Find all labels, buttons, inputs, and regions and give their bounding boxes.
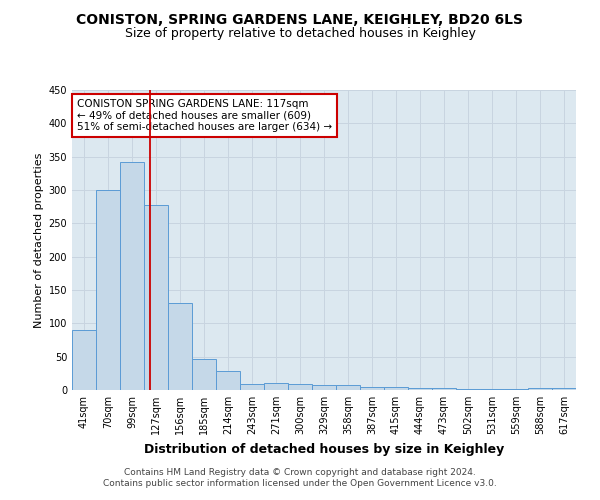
Y-axis label: Number of detached properties: Number of detached properties xyxy=(34,152,44,328)
Bar xyxy=(192,360,216,390)
Bar xyxy=(120,162,144,390)
Bar xyxy=(264,382,288,390)
Text: Size of property relative to detached houses in Keighley: Size of property relative to detached ho… xyxy=(125,28,475,40)
Bar xyxy=(456,388,480,390)
Text: Contains HM Land Registry data © Crown copyright and database right 2024.
Contai: Contains HM Land Registry data © Crown c… xyxy=(103,468,497,487)
Bar xyxy=(432,388,456,390)
Bar xyxy=(96,190,120,390)
Text: CONISTON SPRING GARDENS LANE: 117sqm
← 49% of detached houses are smaller (609)
: CONISTON SPRING GARDENS LANE: 117sqm ← 4… xyxy=(77,99,332,132)
Bar xyxy=(336,384,360,390)
Bar xyxy=(552,388,576,390)
Bar xyxy=(72,330,96,390)
Bar xyxy=(480,388,504,390)
Bar xyxy=(288,384,312,390)
Text: CONISTON, SPRING GARDENS LANE, KEIGHLEY, BD20 6LS: CONISTON, SPRING GARDENS LANE, KEIGHLEY,… xyxy=(77,12,523,26)
Bar xyxy=(168,302,192,390)
Bar xyxy=(144,204,168,390)
Bar xyxy=(312,384,336,390)
Bar xyxy=(408,388,432,390)
Bar xyxy=(384,388,408,390)
Bar xyxy=(216,370,240,390)
X-axis label: Distribution of detached houses by size in Keighley: Distribution of detached houses by size … xyxy=(144,442,504,456)
Bar xyxy=(360,388,384,390)
Bar xyxy=(528,388,552,390)
Bar xyxy=(240,384,264,390)
